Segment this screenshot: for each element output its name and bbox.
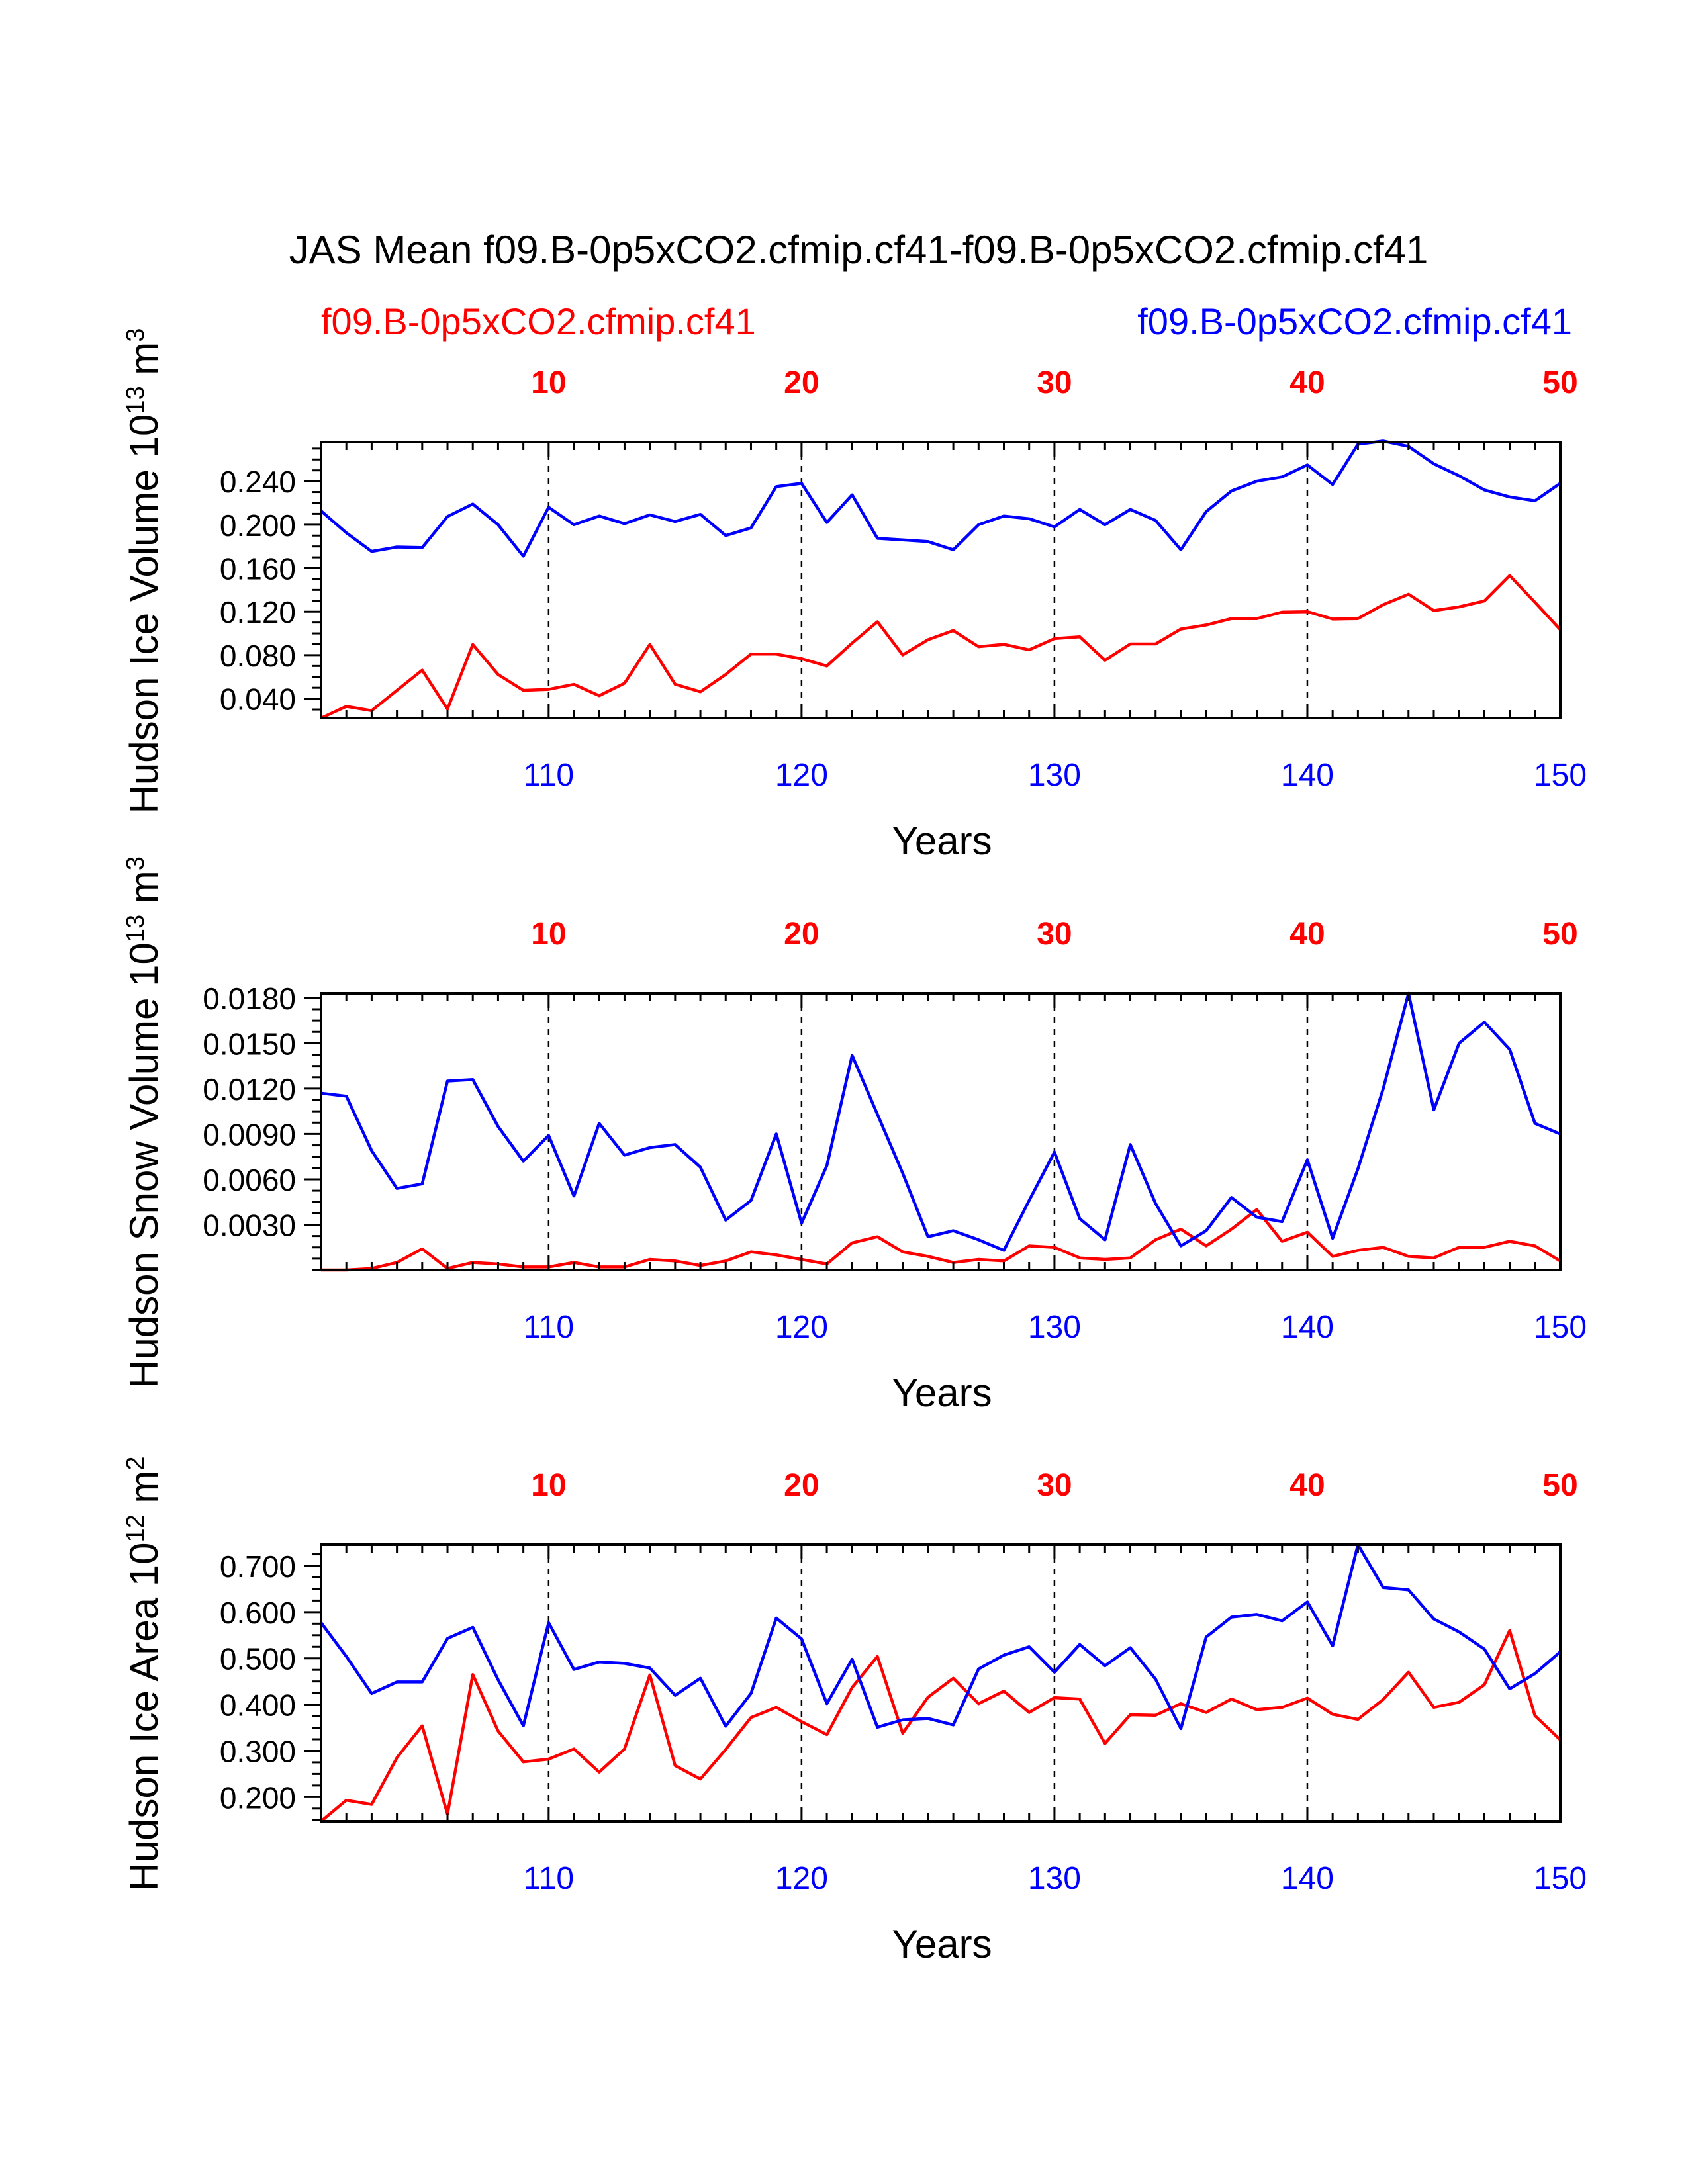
x-bottom-tick-label: 120 xyxy=(775,758,828,793)
x-bottom-tick-label: 120 xyxy=(775,1310,828,1345)
y-tick-label: 0.0090 xyxy=(203,1117,296,1152)
x-top-tick-label: 20 xyxy=(784,917,819,952)
y-tick-label: 0.0030 xyxy=(203,1208,296,1242)
y-tick-label: 0.0150 xyxy=(203,1026,296,1061)
x-bottom-tick-label: 110 xyxy=(524,1861,575,1896)
y-axis-title-superscript: 3 xyxy=(122,328,150,342)
y-axis-title-superscript: 2 xyxy=(122,1456,150,1470)
y-axis-title: Hudson Ice Volume 1013 m3 xyxy=(122,328,166,814)
y-axis-title-text: Hudson Snow Volume 10 xyxy=(122,942,166,1388)
y-tick-label: 0.0120 xyxy=(203,1072,296,1107)
x-top-tick-label: 50 xyxy=(1542,365,1577,400)
x-bottom-tick-label: 150 xyxy=(1534,758,1587,793)
x-bottom-tick-label: 130 xyxy=(1028,1310,1081,1345)
plot-frame xyxy=(320,1543,1562,1823)
y-tick-label: 0.200 xyxy=(220,1780,296,1815)
y-axis-title-text: m xyxy=(122,342,166,387)
y-axis-title-text: Hudson Ice Volume 10 xyxy=(122,414,166,814)
x-bottom-tick-label: 110 xyxy=(524,758,575,793)
y-axis-title-superscript: 12 xyxy=(122,1514,150,1542)
x-bottom-tick-label: 140 xyxy=(1281,1861,1334,1896)
legend-red-label: f09.B-0p5xCO2.cfmip.cf41 xyxy=(321,300,756,342)
plot-frame xyxy=(320,441,1562,719)
y-axis-title-text: Hudson Ice Area 10 xyxy=(122,1543,166,1891)
series-line-red xyxy=(321,1208,1562,1272)
x-axis-title: Years xyxy=(892,819,992,863)
x-top-tick-label: 40 xyxy=(1289,917,1325,952)
y-tick-label: 0.300 xyxy=(220,1734,296,1768)
x-top-tick-label: 30 xyxy=(1037,365,1072,400)
y-tick-label: 0.120 xyxy=(220,595,296,629)
x-top-tick-label: 40 xyxy=(1289,365,1325,400)
panels: 0.040 0.080 0.120 0.160 0.200 0.240 110 120 130 1… xyxy=(122,328,1587,1966)
x-bottom-tick-label: 150 xyxy=(1534,1861,1587,1896)
series-line-blue xyxy=(320,1543,1562,1731)
y-tick-label: 0.040 xyxy=(220,682,296,717)
y-axis-title-superscript: 13 xyxy=(122,386,150,414)
x-bottom-tick-label: 140 xyxy=(1281,1310,1334,1345)
x-top-tick-label: 30 xyxy=(1037,1468,1072,1503)
x-top-tick-label: 50 xyxy=(1542,917,1577,952)
panel-2: 0.0030 0.0060 0.0090 0.0120 0.0150 0.0180 110 1… xyxy=(122,856,1587,1415)
y-tick-label: 0.500 xyxy=(220,1642,296,1676)
x-bottom-tick-label: 110 xyxy=(524,1310,575,1345)
y-tick-label: 0.0060 xyxy=(203,1163,296,1197)
plot-frame xyxy=(320,992,1562,1271)
y-tick-label: 0.0180 xyxy=(203,981,296,1016)
x-top-tick-label: 10 xyxy=(531,917,566,952)
y-axis-title-text: m xyxy=(122,1471,166,1515)
y-tick-label: 0.240 xyxy=(220,465,296,499)
x-top-tick-label: 10 xyxy=(531,365,566,400)
series-line-red xyxy=(320,574,1562,720)
x-top-tick-label: 20 xyxy=(784,1468,819,1503)
y-tick-label: 0.600 xyxy=(220,1596,296,1630)
y-tick-label: 0.700 xyxy=(220,1549,296,1584)
y-axis-title-superscript: 13 xyxy=(122,915,150,942)
x-axis-title: Years xyxy=(892,1371,992,1415)
y-tick-label: 0.200 xyxy=(220,508,296,543)
y-axis-title-superscript: 3 xyxy=(122,856,150,870)
y-axis-title: Hudson Snow Volume 1013 m3 xyxy=(122,856,166,1388)
y-axis-title-text: m xyxy=(122,870,166,915)
x-bottom-tick-label: 130 xyxy=(1028,1861,1081,1896)
y-axis-title: Hudson Ice Area 1012 m2 xyxy=(122,1456,166,1891)
x-bottom-tick-label: 150 xyxy=(1534,1310,1587,1345)
panel-1: 0.040 0.080 0.120 0.160 0.200 0.240 110 120 130 1… xyxy=(122,328,1587,863)
y-tick-label: 0.160 xyxy=(220,552,296,586)
x-bottom-tick-label: 130 xyxy=(1028,758,1081,793)
x-top-tick-label: 40 xyxy=(1289,1468,1325,1503)
panel-3: 0.200 0.300 0.400 0.500 0.600 0.700 110 120 130 1… xyxy=(122,1456,1587,1966)
y-tick-label: 0.400 xyxy=(220,1688,296,1723)
x-top-tick-label: 20 xyxy=(784,365,819,400)
x-top-tick-label: 50 xyxy=(1542,1468,1577,1503)
series-line-blue xyxy=(320,991,1561,1252)
x-bottom-tick-label: 140 xyxy=(1281,758,1334,793)
main-title: JAS Mean f09.B-0p5xCO2.cfmip.cf41-f09.B-… xyxy=(289,228,1429,272)
x-top-tick-label: 30 xyxy=(1037,917,1072,952)
x-top-tick-label: 10 xyxy=(531,1468,566,1503)
x-bottom-tick-label: 120 xyxy=(775,1861,828,1896)
series-line-blue xyxy=(320,439,1562,558)
y-tick-label: 0.080 xyxy=(220,639,296,673)
legend-blue-label: f09.B-0p5xCO2.cfmip.cf41 xyxy=(1137,300,1572,342)
series-line-red xyxy=(320,1629,1562,1823)
x-axis-title: Years xyxy=(892,1922,992,1966)
